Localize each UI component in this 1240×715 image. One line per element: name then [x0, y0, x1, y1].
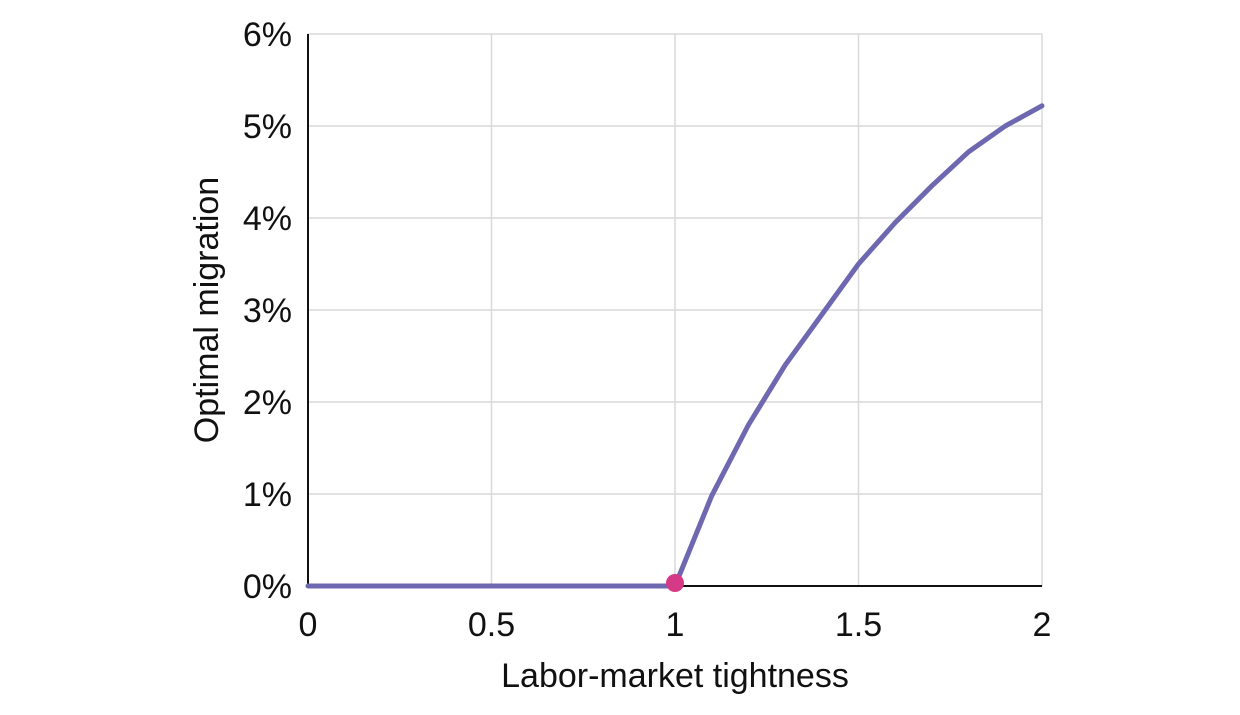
y-axis-title: Optimal migration	[188, 177, 226, 443]
y-tick-label: 0%	[243, 568, 292, 606]
x-axis-title: Labor-market tightness	[501, 657, 849, 695]
y-tick-label: 6%	[243, 16, 292, 54]
y-tick-label: 3%	[243, 292, 292, 330]
series-layer	[305, 103, 1045, 592]
x-tick-label: 2	[1033, 606, 1052, 644]
x-tick-label: 1.5	[835, 606, 882, 644]
grid	[308, 33, 1043, 586]
tick-labels: 0 0.5 1 1.5 2 0% 1% 2% 3% 4% 5% 6%	[243, 16, 1052, 644]
x-tick-label: 1	[666, 606, 685, 644]
y-tick-label: 5%	[243, 108, 292, 146]
threshold-marker	[666, 574, 684, 592]
y-tick-label: 2%	[243, 384, 292, 422]
y-tick-label: 1%	[243, 476, 292, 514]
x-tick-label: 0	[299, 606, 318, 644]
y-tick-label: 4%	[243, 200, 292, 238]
x-tick-label: 0.5	[468, 606, 515, 644]
